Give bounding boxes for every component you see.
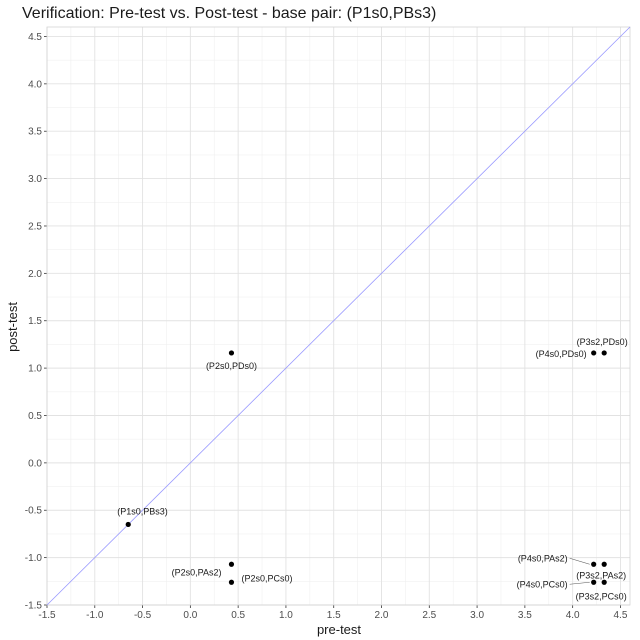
- point-label: (P3s2,PAs2): [576, 570, 626, 580]
- y-tick-label: 1.5: [28, 316, 42, 327]
- x-tick-label: 1.5: [327, 610, 341, 621]
- x-tick-label: 3.5: [518, 610, 532, 621]
- data-point: [125, 521, 131, 528]
- chart-title: Verification: Pre-test vs. Post-test - b…: [22, 5, 436, 22]
- x-tick-label: 4.5: [613, 610, 627, 621]
- data-point: [591, 561, 597, 567]
- x-tick-label: 1.0: [279, 610, 293, 621]
- y-tick-label: 1.0: [28, 364, 42, 375]
- point-label: (P4s0,PCs0): [517, 579, 568, 589]
- data-point: [601, 561, 607, 567]
- y-axis-title: post-test: [5, 302, 20, 352]
- data-point: [591, 350, 597, 356]
- identity-reference-line: [46, 26, 631, 606]
- point-label: (P3s2,PCs0): [576, 591, 627, 601]
- x-tick-label: 4.0: [566, 610, 580, 621]
- x-tick-label: 3.0: [470, 610, 484, 621]
- data-point: [228, 579, 235, 585]
- y-tick-label: 2.5: [28, 221, 42, 232]
- x-tick-label: 2.5: [422, 610, 436, 621]
- x-tick-label: 0.0: [183, 610, 197, 621]
- point-label: (P2s0,PDs0): [206, 361, 257, 371]
- data-point: [228, 350, 235, 356]
- y-tick-label: 0.0: [28, 458, 42, 469]
- point-label: (P4s0,PDs0): [536, 349, 587, 359]
- data-point: [601, 579, 607, 585]
- y-tick-label: -1.5: [25, 601, 43, 612]
- y-tick-label: 3.0: [28, 174, 42, 185]
- data-point: [228, 561, 235, 567]
- x-tick-label: -1.0: [86, 610, 104, 621]
- y-tick-label: 3.5: [28, 127, 42, 138]
- x-tick-label: -0.5: [134, 610, 152, 621]
- point-label: (P2s0,PAs2): [172, 567, 222, 577]
- x-tick-label: 2.0: [375, 610, 389, 621]
- y-tick-label: 4.0: [28, 79, 42, 90]
- y-tick-label: -0.5: [25, 506, 43, 517]
- x-tick-label: -1.5: [38, 610, 56, 621]
- x-tick-label: 0.5: [231, 610, 245, 621]
- y-tick-label: 2.0: [28, 269, 42, 280]
- y-tick-label: 0.5: [28, 411, 42, 422]
- y-tick-label: 4.5: [28, 32, 42, 43]
- x-axis-title: pre-test: [317, 622, 361, 637]
- data-point: [601, 350, 607, 356]
- plot-panel-border: [46, 26, 631, 606]
- label-leader-line: [569, 581, 590, 585]
- point-label: (P1s0,PBs3): [117, 506, 168, 516]
- point-label: (P4s0,PAs2): [518, 553, 568, 563]
- data-point: [591, 579, 597, 585]
- y-tick-label: -1.0: [25, 553, 43, 564]
- point-label: (P2s0,PCs0): [241, 573, 292, 583]
- label-leader-line: [569, 557, 590, 565]
- point-label: (P3s2,PDs0): [577, 337, 628, 347]
- points-group: (P1s0,PBs3) (P2s0,PDs0) (P2s0,PAs2) (P2s0,P…: [117, 337, 627, 601]
